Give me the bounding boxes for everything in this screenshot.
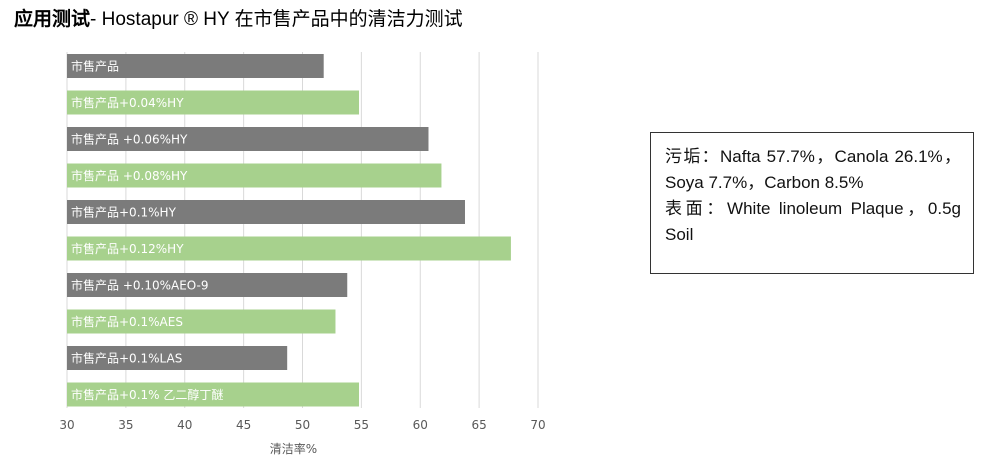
x-tick-label-70: 70 xyxy=(530,418,545,432)
bar-label-1: 市售产品+0.04%HY xyxy=(71,95,184,110)
bar-6 xyxy=(67,273,348,297)
surface-text: 表面：White linoleum Plaque，0.5g Soil xyxy=(665,199,961,244)
bar-5 xyxy=(67,236,511,261)
bar-3 xyxy=(67,163,442,188)
x-axis-label: 清洁率% xyxy=(270,441,317,456)
bar-4 xyxy=(67,200,465,224)
bar-1 xyxy=(67,90,360,115)
bar-label-9: 市售产品+0.1% 乙二醇丁醚 xyxy=(71,387,223,402)
bar-8 xyxy=(67,346,288,370)
soil-composition-text: 污垢：Nafta 57.7%，Canola 26.1%，Soya 7.7%，Ca… xyxy=(665,147,961,192)
bar-2 xyxy=(67,127,429,151)
bar-label-5: 市售产品+0.12%HY xyxy=(71,241,184,256)
bar-label-0: 市售产品 xyxy=(71,59,119,74)
page-title-bold: 应用测试 xyxy=(14,9,91,30)
bar-label-2: 市售产品 +0.06%HY xyxy=(71,132,188,147)
bar-0 xyxy=(67,54,324,78)
bar-label-7: 市售产品+0.1%AES xyxy=(71,314,183,329)
bar-label-8: 市售产品+0.1%LAS xyxy=(71,351,182,366)
x-tick-label-50: 50 xyxy=(295,418,310,432)
x-tick-label-40: 40 xyxy=(177,418,192,432)
x-tick-label-45: 45 xyxy=(236,418,251,432)
page-title: 应用测试- Hostapur ® HY 在市售产品中的清洁力测试 xyxy=(14,4,463,31)
bar-9 xyxy=(67,382,360,407)
x-tick-label-55: 55 xyxy=(354,418,369,432)
test-conditions-note: 污垢：Nafta 57.7%，Canola 26.1%，Soya 7.7%，Ca… xyxy=(650,132,974,274)
x-tick-label-60: 60 xyxy=(413,418,428,432)
x-tick-label-65: 65 xyxy=(471,418,486,432)
bar-label-6: 市售产品 +0.10%AEO-9 xyxy=(71,278,209,293)
x-tick-label-35: 35 xyxy=(118,418,133,432)
bar-label-3: 市售产品 +0.08%HY xyxy=(71,168,188,183)
bar-label-4: 市售产品+0.1%HY xyxy=(71,205,177,220)
x-tick-label-30: 30 xyxy=(59,418,74,432)
bar-7 xyxy=(67,309,336,334)
page-title-rest: - Hostapur ® HY 在市售产品中的清洁力测试 xyxy=(90,9,463,30)
